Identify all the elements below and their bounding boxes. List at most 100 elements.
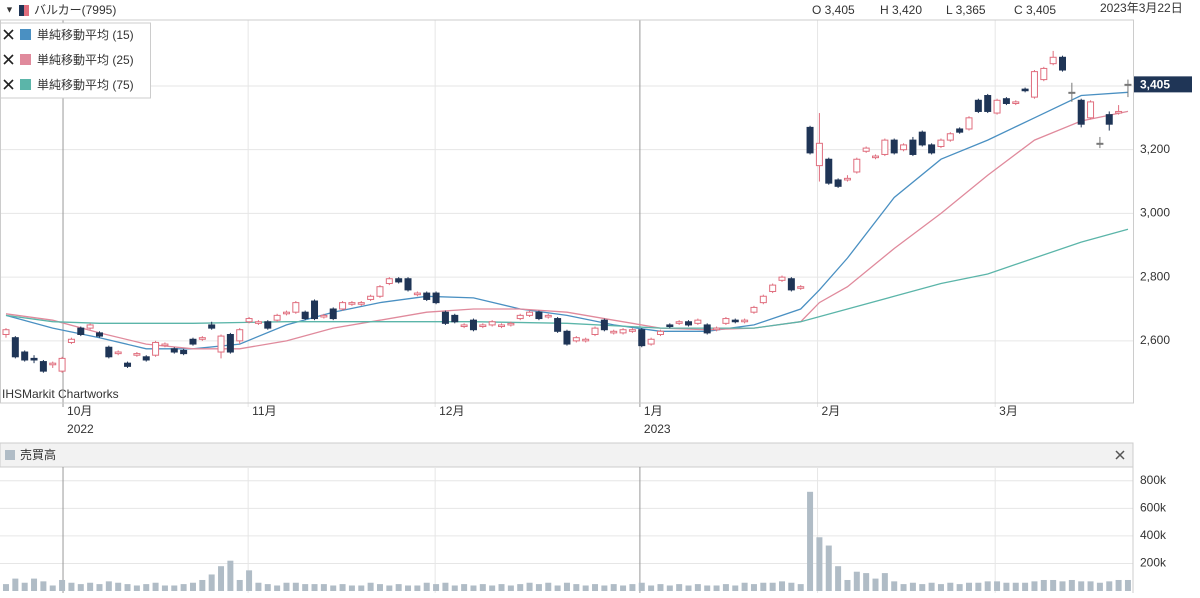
volume-bar	[311, 584, 318, 591]
date: 2023年3月22日	[1100, 1, 1183, 15]
candle-body	[320, 314, 328, 318]
candle-body	[124, 362, 132, 367]
candle-body	[713, 327, 721, 331]
volume-bar	[937, 584, 944, 591]
legend-swatch	[20, 29, 31, 40]
volume-bar	[900, 584, 907, 591]
candle-body	[610, 330, 618, 334]
candle-body	[423, 292, 431, 300]
candle-body	[1096, 142, 1104, 145]
candle-body	[965, 117, 973, 130]
candle-body	[1087, 101, 1095, 119]
volume-bar	[348, 585, 355, 591]
candle-body	[395, 278, 403, 283]
candle-body	[39, 361, 47, 372]
volume-bar	[470, 585, 477, 591]
volume-bar	[255, 582, 262, 591]
candle-body	[918, 131, 926, 146]
volume-bar	[115, 582, 122, 591]
volume-bar	[704, 585, 711, 591]
low: L 3,365	[946, 3, 986, 17]
candle-body	[759, 295, 767, 304]
volume-bar	[292, 582, 299, 591]
x-tick-label: 12月	[439, 404, 464, 418]
y-tick-label: 400k	[1140, 528, 1167, 542]
candle-body	[254, 321, 262, 324]
moving-average	[5, 91, 1129, 350]
candle-body	[956, 128, 964, 133]
candle-body	[441, 311, 449, 324]
volume-bar	[629, 584, 636, 591]
candle-body	[909, 139, 917, 155]
volume-bar	[264, 584, 271, 591]
volume-bar	[592, 584, 599, 591]
candle-body	[1068, 91, 1076, 94]
candle-body	[67, 338, 75, 343]
candle-body	[862, 147, 870, 152]
candle-body	[778, 276, 786, 281]
price-panel	[0, 19, 1134, 404]
candle-body	[507, 322, 515, 326]
y-tick-label: 800k	[1140, 473, 1167, 487]
volume-bar	[685, 585, 692, 591]
remove-indicator[interactable]	[3, 79, 14, 90]
volume-bar	[367, 582, 374, 591]
volume-bar	[760, 582, 767, 591]
candle-body	[937, 139, 945, 147]
moving-average	[5, 110, 1129, 350]
volume-bar	[563, 582, 570, 591]
candle-body	[11, 337, 19, 358]
volume-bar	[414, 585, 421, 591]
candle-body	[1124, 83, 1132, 86]
volume-bar	[1068, 579, 1075, 591]
candle-body	[666, 324, 674, 328]
candle-body	[460, 324, 468, 328]
candle-body	[488, 321, 496, 326]
high: H 3,420	[880, 3, 922, 17]
candle-body	[367, 295, 375, 300]
remove-indicator[interactable]	[3, 54, 14, 65]
volume-title: 売買高	[20, 447, 56, 462]
volume-bar	[461, 584, 468, 591]
volume-bar	[31, 578, 38, 591]
volume-bar	[984, 581, 991, 591]
volume-bar	[246, 570, 253, 591]
candle-body	[292, 302, 300, 313]
candle-body	[180, 349, 188, 355]
y-tick-label: 3,200	[1140, 142, 1170, 156]
candle-body	[769, 284, 777, 292]
candle-body	[152, 341, 160, 356]
volume-bar	[1115, 579, 1122, 591]
candle-body	[1040, 67, 1048, 81]
volume-bar	[657, 584, 664, 591]
symbol-icon	[24, 5, 29, 16]
legend-label: 単純移動平均 (75)	[37, 78, 134, 92]
candle-body	[273, 314, 281, 321]
volume-bar	[966, 582, 973, 591]
candle-body	[544, 314, 552, 318]
candle-body	[189, 338, 197, 345]
remove-indicator[interactable]	[3, 29, 14, 40]
volume-bar	[975, 582, 982, 591]
candle-body	[198, 337, 206, 340]
y-tick-label: 2,600	[1140, 333, 1170, 347]
candle-body	[1021, 88, 1029, 92]
last-price-tag	[1134, 76, 1192, 93]
symbol-icon	[19, 5, 24, 16]
volume-bar	[451, 585, 458, 591]
candle-body	[853, 158, 861, 173]
candle-body	[451, 314, 459, 323]
candle-body	[638, 329, 646, 347]
candle-body	[1049, 56, 1057, 65]
candle-body	[2, 329, 10, 335]
volume-bar	[807, 491, 814, 591]
menu-arrow[interactable]: ▼	[5, 4, 14, 14]
candle-body	[526, 311, 534, 316]
volume-bar	[49, 585, 56, 591]
candle-body	[797, 286, 805, 289]
candle-body	[881, 139, 889, 155]
volume-bar	[638, 582, 645, 591]
close-button[interactable]	[1115, 450, 1125, 460]
candle-body	[984, 95, 992, 112]
